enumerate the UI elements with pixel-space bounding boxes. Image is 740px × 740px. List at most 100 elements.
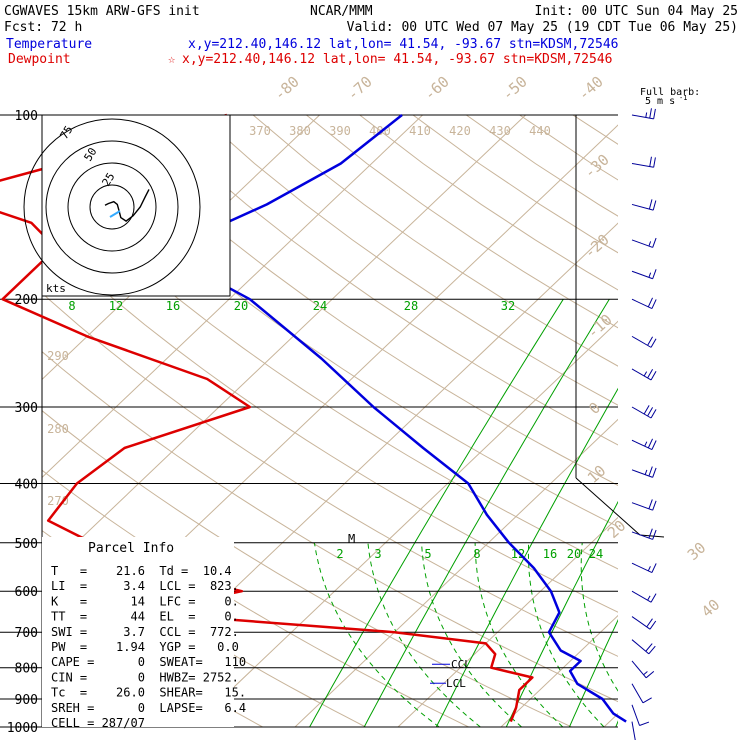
wind-barb-flag bbox=[652, 500, 657, 511]
mixing-ratio-label: 20 bbox=[234, 299, 248, 313]
wind-barb-staff bbox=[631, 439, 653, 451]
storm-motion-vector bbox=[109, 210, 121, 218]
barb-legend-line2: 5 m s bbox=[645, 96, 675, 107]
header-title: CGWAVES 15km ARW-GFS init bbox=[4, 4, 200, 19]
wind-barb-flag bbox=[650, 338, 657, 348]
theta-label: 430 bbox=[489, 124, 511, 138]
wind-barb bbox=[631, 616, 657, 630]
wind-barb-flag bbox=[645, 671, 655, 679]
m-label: M bbox=[348, 532, 355, 546]
wind-barb-flag bbox=[639, 721, 650, 726]
pressure-tick-label: 100 bbox=[15, 109, 38, 124]
moist-adiabat-line bbox=[421, 542, 522, 727]
wind-barb bbox=[631, 156, 656, 168]
wind-barb-flag bbox=[648, 241, 652, 247]
wind-barb-flag bbox=[647, 438, 653, 449]
pressure-tick-label: 700 bbox=[15, 626, 38, 641]
theta-label: 440 bbox=[529, 124, 551, 138]
wind-barb-flag bbox=[650, 593, 657, 603]
dry-adiabat-line bbox=[42, 175, 618, 570]
wind-barb-flag bbox=[643, 405, 650, 415]
parcel-info-row: LI = 3.4 LCL = 823. bbox=[51, 579, 239, 593]
parcel-info-title: Parcel Info bbox=[88, 541, 174, 556]
wind-barb-flag bbox=[648, 528, 653, 539]
mixing-ratio-label: 3 bbox=[374, 547, 381, 561]
moist-adiabat-line bbox=[313, 542, 440, 727]
parcel-info-row: T = 21.6 Td = 10.4 bbox=[51, 564, 232, 578]
mixing-ratio-label: 16 bbox=[166, 299, 180, 313]
mixing-ratio-label: 16 bbox=[543, 547, 557, 561]
wind-barb bbox=[631, 237, 657, 248]
wind-barbs bbox=[631, 108, 657, 740]
wind-barb-flag bbox=[652, 467, 657, 478]
wind-barb-flag bbox=[650, 371, 657, 381]
hodograph-ring bbox=[89, 184, 135, 230]
mixing-ratio-label: 5 bbox=[424, 547, 431, 561]
wind-barb-flag bbox=[647, 595, 651, 601]
isotherm-line bbox=[42, 115, 423, 479]
parcel-info-row: CIN = 0 HWBZ= 2752. bbox=[51, 670, 239, 684]
parcel-info-row: Tc = 26.0 SHEAR= 15. bbox=[51, 686, 246, 700]
wind-barb-flag bbox=[653, 157, 656, 168]
hodograph-ring-label: 50 bbox=[82, 145, 100, 163]
wind-barb bbox=[631, 562, 657, 573]
parcel-info-rows: T = 21.6 Td = 10.4LI = 3.4 LCL = 823.K =… bbox=[51, 564, 246, 730]
wind-barb-flag bbox=[651, 563, 657, 573]
wind-barb-flag bbox=[642, 697, 652, 704]
wind-barb-flag bbox=[643, 371, 648, 377]
wind-barb bbox=[631, 405, 657, 419]
lcl-label: LCL bbox=[446, 677, 466, 690]
theta-label: 380 bbox=[289, 124, 311, 138]
wind-barb-flag bbox=[651, 440, 657, 450]
wind-barb-flag bbox=[652, 529, 657, 540]
mixing-ratio-label: 32 bbox=[501, 299, 515, 313]
wind-barb-flag bbox=[646, 618, 653, 628]
wind-barb-flag bbox=[648, 645, 656, 655]
parcel-info-row: TT = 44 EL = 0. bbox=[51, 610, 239, 624]
wind-barb-staff bbox=[631, 239, 653, 248]
wind-barb bbox=[631, 108, 656, 120]
dewpoint-legend-label: Dewpoint bbox=[8, 52, 71, 67]
mixing-ratio-label: 12 bbox=[511, 547, 525, 561]
dry-adiabat-line bbox=[42, 116, 618, 528]
theta-label: 270 bbox=[47, 494, 69, 508]
wind-barb-flag bbox=[649, 156, 652, 167]
wind-barb-staff bbox=[631, 704, 640, 726]
wind-barb-staff bbox=[631, 660, 647, 679]
wind-barb bbox=[631, 590, 657, 603]
wind-barb-flag bbox=[651, 299, 657, 309]
theta-label: 390 bbox=[329, 124, 351, 138]
wind-barb-staff bbox=[631, 203, 654, 211]
isotherm-line bbox=[294, 418, 618, 727]
dry-adiabat-line bbox=[42, 292, 618, 657]
wind-barb-flag bbox=[653, 108, 656, 119]
wind-barb-flag bbox=[647, 566, 651, 572]
mixing-ratio-label: 2 bbox=[336, 547, 343, 561]
pressure-tick-label: 200 bbox=[15, 293, 38, 308]
mixing-ratio-label: 8 bbox=[473, 547, 480, 561]
wind-barb-flag bbox=[645, 112, 648, 118]
wind-barb bbox=[631, 466, 657, 478]
dry-adiabat-line bbox=[42, 410, 572, 727]
header-forecast: Fcst: 72 h bbox=[4, 20, 82, 35]
isotherm-line bbox=[500, 614, 618, 727]
pressure-tick-label: 900 bbox=[15, 693, 38, 708]
mixing-ratio-label: 24 bbox=[589, 547, 603, 561]
wind-barb-staff bbox=[631, 469, 653, 478]
mixing-ratio-label: 12 bbox=[109, 299, 123, 313]
wind-barb-flag bbox=[647, 369, 654, 379]
wind-barb bbox=[631, 499, 657, 511]
hodograph-ring-label: 25 bbox=[100, 170, 118, 188]
wind-barb-flag bbox=[649, 108, 652, 119]
mixing-ratio-label: 28 bbox=[404, 299, 418, 313]
ccl-label: CCL bbox=[451, 658, 471, 671]
wind-barb-flag bbox=[652, 237, 657, 248]
moist-adiabat-line bbox=[527, 542, 605, 727]
wind-barb-flag bbox=[648, 499, 653, 510]
dry-adiabat-line bbox=[92, 115, 618, 486]
parcel-info-row: SREH = 0 LAPSE= 6.4 bbox=[51, 701, 246, 715]
wind-barb-flag bbox=[649, 620, 657, 630]
mixing-ratio-label: 8 bbox=[68, 299, 75, 313]
wind-barb-flag bbox=[648, 272, 652, 278]
